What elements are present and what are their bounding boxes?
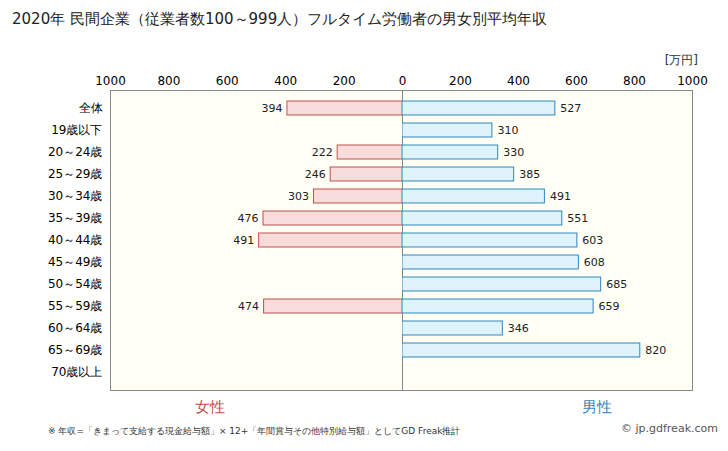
svg-text:310: 310 — [497, 124, 518, 137]
html-text:※ 年収=「きまって支給する現金給与額」× 12+「年間賞与: ※ 年収=「きまって支給する現金給与額」× 12+「年間賞与その他特別給与額」と… — [48, 426, 461, 436]
svg-text:385: 385 — [519, 168, 540, 181]
svg-text:全体: 全体 — [79, 101, 103, 115]
svg-text:1000: 1000 — [95, 74, 126, 88]
svg-text:800: 800 — [623, 74, 646, 88]
html-text:女性: 女性 — [195, 398, 225, 416]
svg-text:400: 400 — [274, 74, 297, 88]
svg-text:659: 659 — [599, 300, 620, 313]
svg-text:20～24歳: 20～24歳 — [48, 145, 103, 159]
svg-text:491: 491 — [550, 190, 571, 203]
svg-text:600: 600 — [216, 74, 239, 88]
html-text:© jp.gdfreak.com: © jp.gdfreak.com — [621, 422, 718, 435]
svg-text:200: 200 — [333, 74, 356, 88]
svg-text:685: 685 — [606, 278, 627, 291]
html-text:2020年 民間企業（従業者数100～999人）フルタイム労: 2020年 民間企業（従業者数100～999人）フルタイム労働者の男女別平均年収 — [12, 10, 548, 28]
html-text:[万円]: [万円] — [664, 53, 698, 67]
svg-text:603: 603 — [582, 234, 603, 247]
svg-text:25～29歳: 25～29歳 — [48, 167, 103, 181]
svg-text:30～34歳: 30～34歳 — [48, 189, 103, 203]
svg-text:70歳以上: 70歳以上 — [51, 365, 102, 379]
svg-text:40～44歳: 40～44歳 — [48, 233, 103, 247]
svg-text:35～39歳: 35～39歳 — [48, 211, 103, 225]
svg-text:65～69歳: 65～69歳 — [48, 343, 103, 357]
svg-text:222: 222 — [312, 146, 333, 159]
svg-text:608: 608 — [584, 256, 605, 269]
svg-text:303: 303 — [288, 190, 309, 203]
svg-text:60～64歳: 60～64歳 — [48, 321, 103, 335]
svg-text:0: 0 — [399, 74, 407, 88]
svg-text:600: 600 — [565, 74, 588, 88]
svg-text:55～59歳: 55～59歳 — [48, 299, 103, 313]
svg-text:50～54歳: 50～54歳 — [48, 277, 103, 291]
svg-text:246: 246 — [305, 168, 326, 181]
svg-text:346: 346 — [508, 322, 529, 335]
html-text:男性: 男性 — [582, 398, 612, 416]
svg-text:400: 400 — [507, 74, 530, 88]
svg-text:800: 800 — [157, 74, 180, 88]
svg-text:491: 491 — [233, 234, 254, 247]
svg-text:820: 820 — [645, 344, 666, 357]
svg-text:1000: 1000 — [677, 74, 708, 88]
svg-text:45～49歳: 45～49歳 — [48, 255, 103, 269]
svg-text:551: 551 — [567, 212, 588, 225]
svg-text:200: 200 — [449, 74, 472, 88]
svg-text:476: 476 — [238, 212, 259, 225]
svg-text:19歳以下: 19歳以下 — [51, 123, 102, 137]
svg-text:394: 394 — [261, 102, 282, 115]
svg-text:527: 527 — [560, 102, 581, 115]
svg-text:330: 330 — [503, 146, 524, 159]
svg-text:474: 474 — [238, 300, 259, 313]
